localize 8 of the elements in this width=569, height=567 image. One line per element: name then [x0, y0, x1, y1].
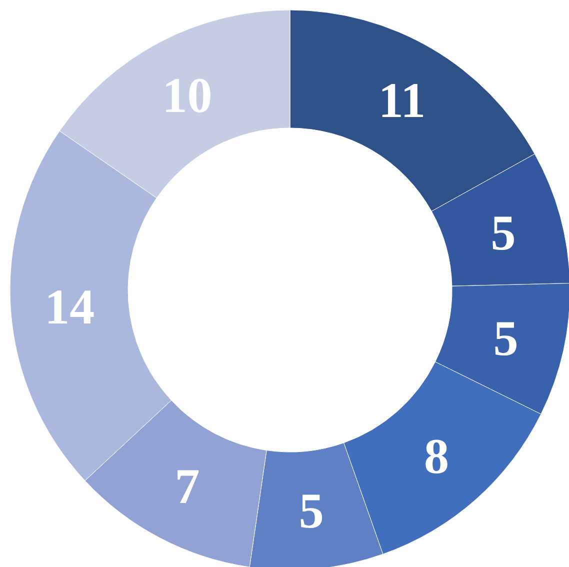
data-label: 11: [378, 72, 426, 128]
data-label: 14: [44, 278, 95, 335]
data-label: 8: [424, 428, 450, 484]
data-label: 7: [174, 458, 200, 514]
data-label: 5: [493, 310, 518, 366]
data-label: 5: [298, 482, 324, 538]
data-label: 5: [490, 204, 516, 260]
data-label: 10: [162, 66, 212, 123]
